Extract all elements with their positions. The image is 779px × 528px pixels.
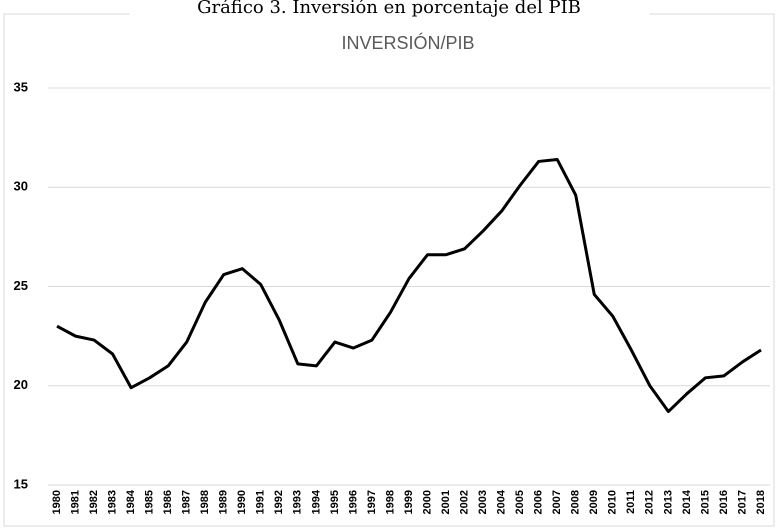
x-tick-label: 1990 [236, 490, 248, 514]
x-tick-label: 1989 [218, 490, 230, 514]
x-tick-label: 2016 [718, 490, 730, 514]
y-tick-label: 20 [14, 377, 28, 392]
x-tick-label: 1980 [51, 490, 63, 514]
y-tick-label: 30 [14, 179, 28, 194]
x-tick-label: 2013 [662, 490, 674, 514]
figure-title: Gráfico 3. Inversión en porcentaje del P… [197, 0, 581, 18]
x-tick-label: 1981 [69, 490, 81, 514]
x-tick-label: 1995 [329, 490, 341, 514]
x-tick-label: 2001 [440, 490, 452, 514]
x-tick-label: 1982 [88, 490, 100, 514]
y-tick-label: 15 [14, 476, 28, 491]
x-tick-label: 2012 [644, 490, 656, 514]
x-tick-label: 2014 [681, 489, 693, 514]
x-tick-label: 1992 [273, 490, 285, 514]
x-tick-label: 1991 [255, 490, 267, 514]
y-tick-label: 25 [14, 278, 28, 293]
x-tick-label: 2015 [699, 490, 711, 514]
x-tick-label: 1985 [144, 490, 156, 514]
data-line [56, 157, 762, 414]
x-tick-label: 1994 [310, 489, 322, 514]
x-tick-label: 2008 [570, 490, 582, 514]
x-tick-label: 2000 [421, 490, 433, 514]
x-tick-label: 2005 [514, 490, 526, 514]
chart-frame [3, 13, 775, 527]
x-tick-label: 1996 [347, 490, 359, 514]
x-tick-label: 1999 [403, 490, 415, 514]
x-tick-label: 2018 [755, 490, 767, 514]
x-tick-label: 2002 [458, 490, 470, 514]
x-tick-label: 1998 [384, 490, 396, 514]
x-tick-label: 2010 [607, 490, 619, 514]
chart-title: INVERSIÓN/PIB [341, 32, 474, 53]
x-tick-label: 1984 [125, 489, 137, 514]
x-tick-label: 1988 [199, 490, 211, 514]
x-tick-label: 2007 [551, 490, 563, 514]
x-tick-label: 2004 [496, 489, 508, 514]
x-tick-label: 2011 [625, 490, 637, 514]
x-tick-label: 1987 [181, 490, 193, 514]
x-tick-label: 1986 [162, 490, 174, 514]
x-tick-label: 2006 [533, 490, 545, 514]
x-tick-label: 2017 [736, 490, 748, 514]
y-tick-label: 35 [14, 79, 28, 94]
x-tick-label: 1997 [366, 490, 378, 514]
x-tick-label: 1993 [292, 490, 304, 514]
x-tick-label: 1983 [106, 490, 118, 514]
x-tick-label: 2003 [477, 490, 489, 514]
title-backdrop [130, 0, 650, 22]
x-tick-label: 2009 [588, 490, 600, 514]
